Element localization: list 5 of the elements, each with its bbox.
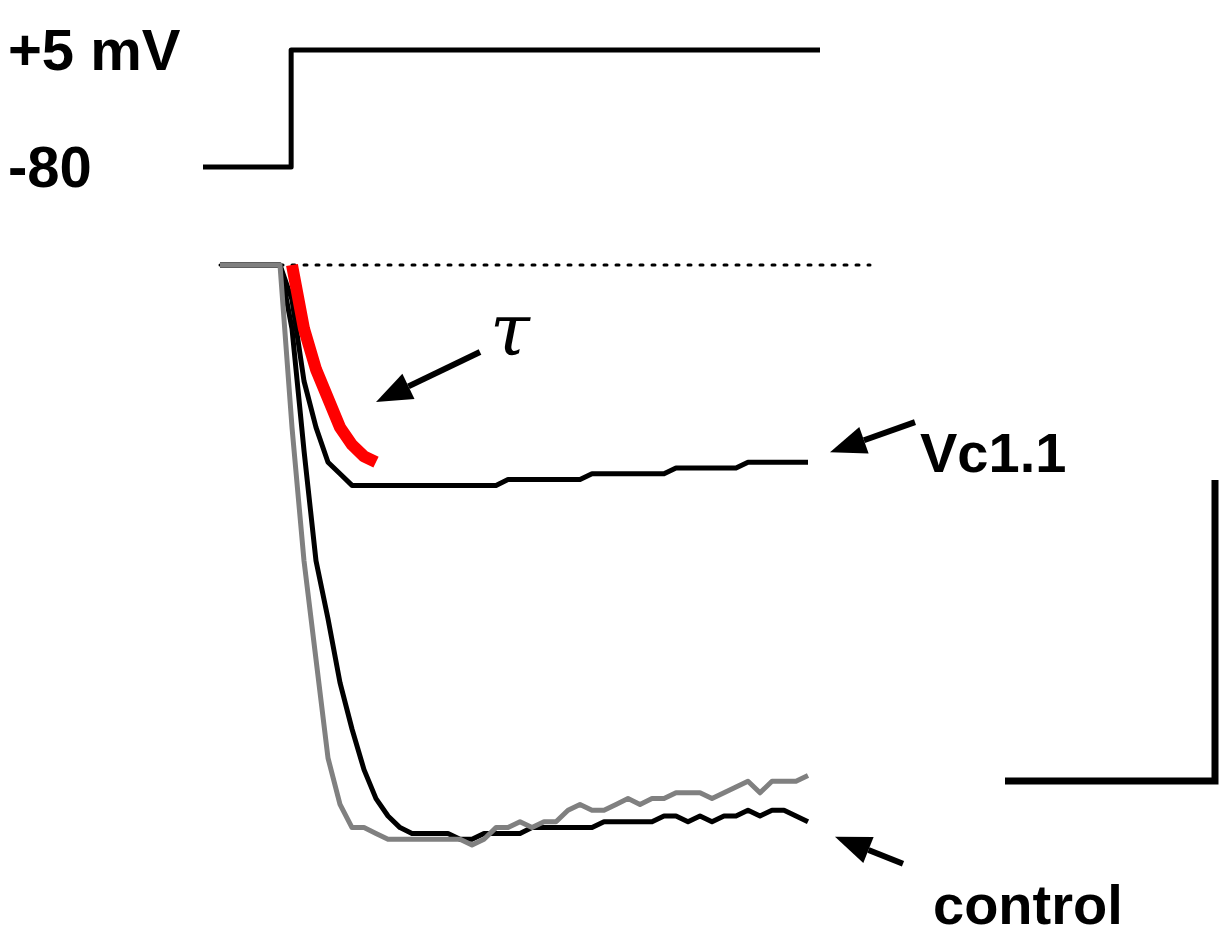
legend-label: control	[933, 872, 1123, 931]
y-tick-label: -80	[8, 134, 92, 199]
legend-label: Vc1.1	[920, 421, 1067, 485]
y-tick-label: +5 mV	[8, 17, 181, 82]
annotation: τ	[490, 288, 531, 372]
